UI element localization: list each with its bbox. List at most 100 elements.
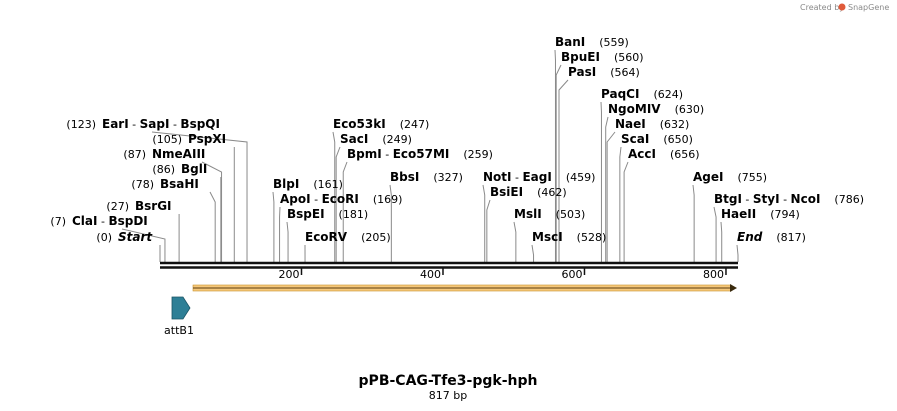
map-title: pPB-CAG-Tfe3-pgk-hph [359,373,538,389]
site-label-bani[interactable]: BanI (559) [555,35,629,49]
site-label-pspxi[interactable]: PspXI [188,132,226,146]
site-label-bsrgi[interactable]: BsrGI [135,199,172,213]
site-label-bsiei[interactable]: BsiEI (462) [490,185,567,199]
site-label-nmeaiii[interactable]: NmeAIII [152,147,205,161]
site-haeii[interactable]: HaeII (794) [721,207,800,221]
site-position: (630) [675,103,705,116]
attb1-feature-arrow[interactable] [171,296,191,320]
site-name: HaeII [721,207,756,221]
site-position: (259) [463,148,493,161]
site-pspxi[interactable]: PspXI (105) [152,132,226,146]
leader-line-ngomiv [605,116,609,262]
site-position: (123) [66,118,96,131]
site-name: PasI [568,65,596,79]
site-bpuei[interactable]: BpuEI (560) [561,50,644,64]
site-label-haeii[interactable]: HaeII (794) [721,207,800,221]
site-bbsi[interactable]: BbsI (327) [390,170,463,184]
site-paqci[interactable]: PaqCI (624) [601,87,683,101]
site-label-eco53ki[interactable]: Eco53kI (247) [333,117,429,131]
site-label-bgli[interactable]: BglI [181,162,207,176]
site-label-bpmi-eco57mi[interactable]: BpmI - Eco57MI (259) [347,147,493,161]
site-position: (169) [373,193,403,206]
leader-line-bpuei [555,64,562,262]
site-saci[interactable]: SacI (249) [340,132,412,146]
site-label-naei[interactable]: NaeI (632) [615,117,689,131]
site-name-separator: - [311,193,322,206]
site-name: AgeI [693,170,723,184]
site-position: (7) [50,215,66,228]
site-label-bsahi[interactable]: BsaHI [160,177,199,191]
site-label-msci[interactable]: MscI (528) [532,230,606,244]
site-bspei[interactable]: BspEI (181) [287,207,368,221]
site-naei[interactable]: NaeI (632) [615,117,689,131]
features: attB1 [164,284,737,337]
leader-line-saci [335,146,341,262]
site-label-start[interactable]: Start [118,230,153,244]
site-apoi-ecori[interactable]: ApoI - EcoRI (169) [280,192,402,206]
site-clai-bspdi[interactable]: ClaI - BspDI (7) [50,214,147,228]
site-label-bpuei[interactable]: BpuEI (560) [561,50,644,64]
site-pasi[interactable]: PasI (564) [568,65,640,79]
site-bsahi[interactable]: BsaHI (78) [131,177,199,191]
site-bpmi-eco57mi[interactable]: BpmI - Eco57MI (259) [347,147,493,161]
site-position: (205) [361,231,391,244]
site-eco53ki[interactable]: Eco53kI (247) [333,117,429,131]
site-position: (105) [152,133,182,146]
site-ecorv[interactable]: EcoRV (205) [305,230,391,244]
site-nmeaiii[interactable]: NmeAIII (87) [123,147,205,161]
site-name: BspDI [108,214,147,228]
leader-line-bpmi-eco57mi [342,161,348,262]
site-label-bbsi[interactable]: BbsI (327) [390,170,463,184]
site-label-bspei[interactable]: BspEI (181) [287,207,368,221]
site-position: (564) [610,66,640,79]
site-label-scai[interactable]: ScaI (650) [621,132,693,146]
site-name: BpuEI [561,50,600,64]
site-bsrgi[interactable]: BsrGI (27) [106,199,171,213]
site-label-paqci[interactable]: PaqCI (624) [601,87,683,101]
leader-line-nmeaiii [201,161,223,262]
site-noti-eagi[interactable]: NotI - EagI (459) [483,170,595,184]
site-agei[interactable]: AgeI (755) [693,170,767,184]
leader-line-clai-bspdi [121,228,166,262]
site-position: (161) [313,178,343,191]
leader-line-eari-sapi-bspqi [151,131,248,262]
site-label-btgi-styi-ncoi[interactable]: BtgI - StyI - NcoI (786) [714,192,864,206]
site-label-pasi[interactable]: PasI (564) [568,65,640,79]
site-name: StyI [753,192,780,206]
site-scai[interactable]: ScaI (650) [621,132,693,146]
site-name-separator: - [97,215,108,228]
site-label-apoi-ecori[interactable]: ApoI - EcoRI (169) [280,192,402,206]
site-name: BspQI [180,117,220,131]
site-label-noti-eagi[interactable]: NotI - EagI (459) [483,170,595,184]
site-end[interactable]: End (817) [737,230,806,244]
site-eari-sapi-bspqi[interactable]: EarI - SapI - BspQI (123) [66,117,220,131]
site-name: BspEI [287,207,325,221]
site-label-acci[interactable]: AccI (656) [628,147,700,161]
site-label-ngomiv[interactable]: NgoMIV (630) [608,102,704,116]
site-bgli[interactable]: BglI (86) [152,162,207,176]
leader-line-scai [619,146,622,262]
leader-line-bspei [286,221,289,262]
site-label-clai-bspdi[interactable]: ClaI - BspDI [72,214,148,228]
site-bsiei[interactable]: BsiEI (462) [490,185,567,199]
site-name: EcoRI [322,192,359,206]
site-label-msli[interactable]: MslI (503) [514,207,585,221]
site-ngomiv[interactable]: NgoMIV (630) [608,102,704,116]
site-label-end[interactable]: End (817) [737,230,806,244]
site-position: (86) [152,163,175,176]
site-label-saci[interactable]: SacI (249) [340,132,412,146]
site-label-eari-sapi-bspqi[interactable]: EarI - SapI - BspQI [102,117,220,131]
site-position: (327) [433,171,463,184]
site-bani[interactable]: BanI (559) [555,35,629,49]
site-label-blpi[interactable]: BlpI (161) [273,177,343,191]
site-blpi[interactable]: BlpI (161) [273,177,343,191]
site-label-agei[interactable]: AgeI (755) [693,170,767,184]
site-position: (0) [96,231,112,244]
site-msci[interactable]: MscI (528) [532,230,606,244]
site-name: BbsI [390,170,419,184]
site-start[interactable]: Start (0) [96,230,153,244]
site-acci[interactable]: AccI (656) [628,147,700,161]
site-label-ecorv[interactable]: EcoRV (205) [305,230,391,244]
site-msli[interactable]: MslI (503) [514,207,585,221]
site-btgi-styi-ncoi[interactable]: BtgI - StyI - NcoI (786) [714,192,864,206]
